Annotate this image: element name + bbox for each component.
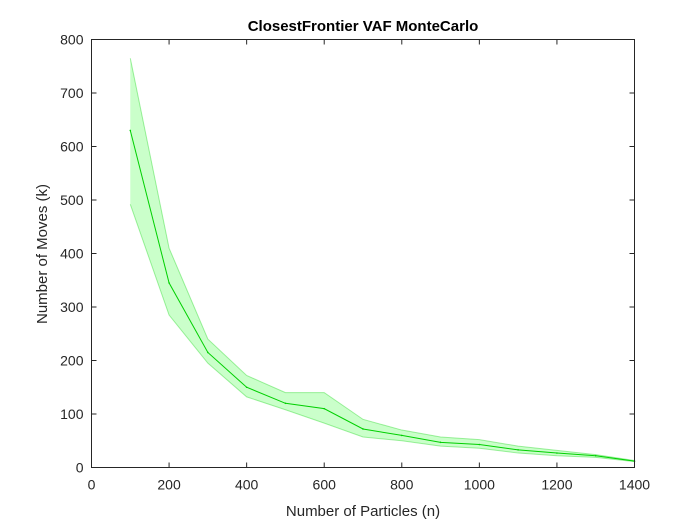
x-axis-ticks: 0 200 400 600 800 1000 1200 1400 [88,39,650,493]
data-point [517,449,519,451]
x-tick-label: 800 [390,477,414,493]
y-tick-label: 100 [60,406,84,422]
confidence-band [129,58,635,463]
x-tick-label: 600 [313,477,337,493]
series-line [129,129,636,462]
chart-title: ClosestFrontier VAF MonteCarlo [248,18,479,35]
mean-line [129,130,635,462]
data-point [245,386,248,389]
y-axis-ticks: 0 100 200 300 400 500 600 700 800 [60,32,635,476]
y-axis-label: Number of Moves (k) [34,184,51,324]
data-point [129,129,132,132]
data-point [362,428,364,430]
y-tick-label: 0 [76,460,84,476]
data-point [594,454,597,457]
y-tick-label: 300 [60,299,84,315]
data-point [207,351,209,354]
data-point [478,443,481,446]
y-tick-label: 600 [60,139,84,155]
x-tick-label: 200 [157,477,181,493]
x-tick-label: 1000 [464,477,495,493]
data-point [439,441,442,444]
data-point [323,407,326,410]
x-tick-label: 0 [88,477,96,493]
band-upper-edge [129,58,635,462]
y-tick-label: 700 [60,85,84,101]
y-tick-label: 500 [60,192,84,208]
y-tick-label: 800 [60,32,84,48]
data-point [556,452,558,454]
y-tick-label: 400 [60,246,84,262]
data-point [284,402,287,405]
plot-area [91,39,635,468]
x-tick-label: 1400 [619,477,650,493]
band-lower-edge [129,204,635,463]
data-point [400,434,403,437]
y-tick-label: 200 [60,353,84,369]
x-tick-label: 400 [235,477,259,493]
x-tick-label: 1200 [541,477,572,493]
data-point [168,282,170,284]
x-axis-label: Number of Particles (n) [286,503,440,520]
